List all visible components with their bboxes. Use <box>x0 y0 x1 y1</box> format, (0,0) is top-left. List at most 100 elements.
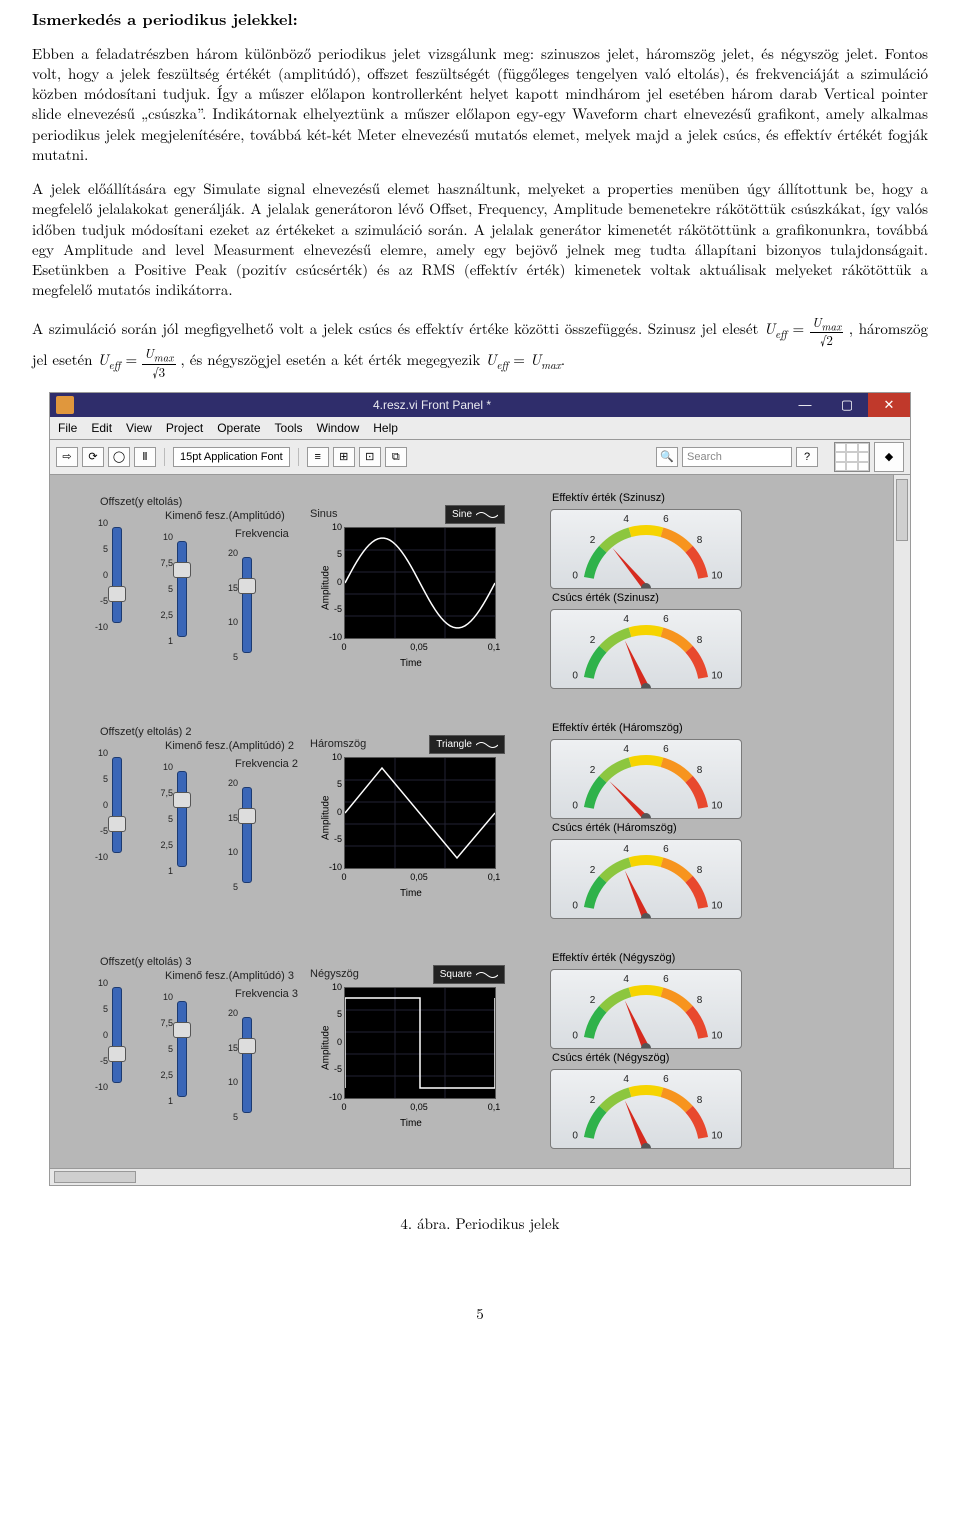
offset-label: Offszet(y eltolás) <box>100 495 182 510</box>
para3-pre: A szimuláció során jól megfigyelhető vol… <box>32 318 764 339</box>
svg-text:4: 4 <box>623 1074 629 1085</box>
svg-text:6: 6 <box>663 614 669 625</box>
peak-value-gauge: Csúcs érték (Háromszög)0246810 <box>550 825 740 915</box>
svg-text:4: 4 <box>623 844 629 855</box>
menu-project[interactable]: Project <box>166 420 203 436</box>
svg-text:6: 6 <box>663 974 669 985</box>
svg-text:6: 6 <box>663 514 669 525</box>
vertical-slider[interactable]: 2015105 <box>220 1005 254 1125</box>
search-input[interactable]: Search <box>682 447 792 467</box>
search-icon[interactable]: 🔍 <box>656 447 678 467</box>
gauge-title: Effektív érték (Négyszög) <box>552 951 675 966</box>
peak-value-gauge: Csúcs érték (Szinusz)0246810 <box>550 595 740 685</box>
abort-button[interactable]: ◯ <box>108 447 130 467</box>
svg-text:8: 8 <box>697 535 703 546</box>
vertical-slider[interactable]: 1050-5-10 <box>90 745 124 865</box>
vertical-slider[interactable]: 1050-5-10 <box>90 975 124 1095</box>
svg-text:8: 8 <box>697 1095 703 1106</box>
run-cont-button[interactable]: ⟳ <box>82 447 104 467</box>
vertical-slider[interactable]: 107,552,51 <box>155 529 189 649</box>
svg-text:8: 8 <box>697 995 703 1006</box>
frequency-label: Frekvencia <box>235 527 289 542</box>
svg-text:10: 10 <box>711 900 723 911</box>
distribute-button[interactable]: ⊞ <box>333 447 355 467</box>
svg-text:8: 8 <box>697 635 703 646</box>
svg-text:6: 6 <box>663 1074 669 1085</box>
svg-text:10: 10 <box>711 670 723 681</box>
para3-post: . <box>561 349 565 370</box>
paragraph-3: A szimuláció során jól megfigyelhető vol… <box>32 315 928 378</box>
menu-edit[interactable]: Edit <box>91 420 112 436</box>
window-titlebar[interactable]: 4.resz.vi Front Panel * — ▢ ✕ <box>50 393 910 417</box>
maximize-button[interactable]: ▢ <box>826 393 868 417</box>
svg-text:10: 10 <box>711 1130 723 1141</box>
gauge-title: Effektív érték (Háromszög) <box>552 721 683 736</box>
waveform-chart: SinusSine 1050-5-1000,050,1AmplitudeTime <box>310 509 505 679</box>
vertical-scrollbar[interactable] <box>893 475 910 1169</box>
chart-legend: Square <box>433 965 505 985</box>
svg-text:0: 0 <box>572 570 578 581</box>
paragraph-1: Ebben a feladatrészben három különböző p… <box>32 44 928 166</box>
controls-palette-icon[interactable] <box>834 442 870 472</box>
menu-file[interactable]: File <box>58 420 77 436</box>
svg-text:2: 2 <box>590 865 596 876</box>
gauge-title: Csúcs érték (Négyszög) <box>552 1051 669 1066</box>
vertical-slider[interactable]: 2015105 <box>220 545 254 665</box>
menu-window[interactable]: Window <box>317 420 360 436</box>
svg-text:4: 4 <box>623 514 629 525</box>
svg-text:2: 2 <box>590 765 596 776</box>
app-icon <box>56 396 74 414</box>
menu-tools[interactable]: Tools <box>275 420 303 436</box>
svg-text:2: 2 <box>590 995 596 1006</box>
gauge-title: Csúcs érték (Háromszög) <box>552 821 677 836</box>
paragraph-2: A jelek előállítására egy Simulate signa… <box>32 179 928 301</box>
page-number: 5 <box>32 1304 928 1324</box>
figure-caption: 4. ábra. Periodikus jelek <box>32 1214 928 1234</box>
menu-help[interactable]: Help <box>373 420 398 436</box>
menu-view[interactable]: View <box>126 420 152 436</box>
frequency-label: Frekvencia 3 <box>235 987 298 1002</box>
font-selector[interactable]: 15pt Application Font <box>173 447 290 467</box>
resize-button[interactable]: ⊡ <box>359 447 381 467</box>
svg-text:4: 4 <box>623 614 629 625</box>
amplitude-label: Kimenő fesz.(Amplitúdó) 3 <box>165 969 294 984</box>
toolbar: ⇨ ⟳ ◯ Ⅱ 15pt Application Font ≡ ⊞ ⊡ ⧉ 🔍 … <box>50 440 910 475</box>
window-title: 4.resz.vi Front Panel * <box>80 397 784 413</box>
menubar: File Edit View Project Operate Tools Win… <box>50 417 910 440</box>
effective-value-gauge: Effektív érték (Négyszög)0246810 <box>550 955 740 1045</box>
svg-text:10: 10 <box>711 570 723 581</box>
svg-text:4: 4 <box>623 974 629 985</box>
svg-text:8: 8 <box>697 765 703 776</box>
context-help-button[interactable]: ? <box>796 447 818 467</box>
svg-text:2: 2 <box>590 535 596 546</box>
reorder-button[interactable]: ⧉ <box>385 447 407 467</box>
svg-text:0: 0 <box>572 1130 578 1141</box>
effective-value-gauge: Effektív érték (Szinusz)0246810 <box>550 495 740 585</box>
horizontal-scrollbar[interactable] <box>50 1168 910 1185</box>
vertical-slider[interactable]: 107,552,51 <box>155 989 189 1109</box>
vertical-slider[interactable]: 2015105 <box>220 775 254 895</box>
vertical-slider[interactable]: 1050-5-10 <box>90 515 124 635</box>
effective-value-gauge: Effektív érték (Háromszög)0246810 <box>550 725 740 815</box>
svg-text:6: 6 <box>663 844 669 855</box>
svg-text:8: 8 <box>697 865 703 876</box>
chart-title: Sinus <box>310 507 338 522</box>
chart-legend: Triangle <box>429 735 505 755</box>
run-button[interactable]: ⇨ <box>56 447 78 467</box>
front-panel-canvas: Offszet(y eltolás) Kimenő fesz.(Amplitúdó… <box>50 475 910 1185</box>
vi-icon[interactable]: ◆ <box>874 442 904 472</box>
peak-value-gauge: Csúcs érték (Négyszög)0246810 <box>550 1055 740 1145</box>
pause-button[interactable]: Ⅱ <box>134 447 156 467</box>
frequency-label: Frekvencia 2 <box>235 757 298 772</box>
gauge-title: Effektív érték (Szinusz) <box>552 491 665 506</box>
minimize-button[interactable]: — <box>784 393 826 417</box>
chart-title: Négyszög <box>310 967 359 982</box>
close-button[interactable]: ✕ <box>868 393 910 417</box>
para3-mid2: , és négyszögjel esetén a két érték mege… <box>181 349 486 370</box>
svg-text:2: 2 <box>590 1095 596 1106</box>
svg-text:0: 0 <box>572 800 578 811</box>
labview-window: 4.resz.vi Front Panel * — ▢ ✕ File Edit … <box>49 392 911 1186</box>
vertical-slider[interactable]: 107,552,51 <box>155 759 189 879</box>
align-button[interactable]: ≡ <box>307 447 329 467</box>
menu-operate[interactable]: Operate <box>217 420 260 436</box>
